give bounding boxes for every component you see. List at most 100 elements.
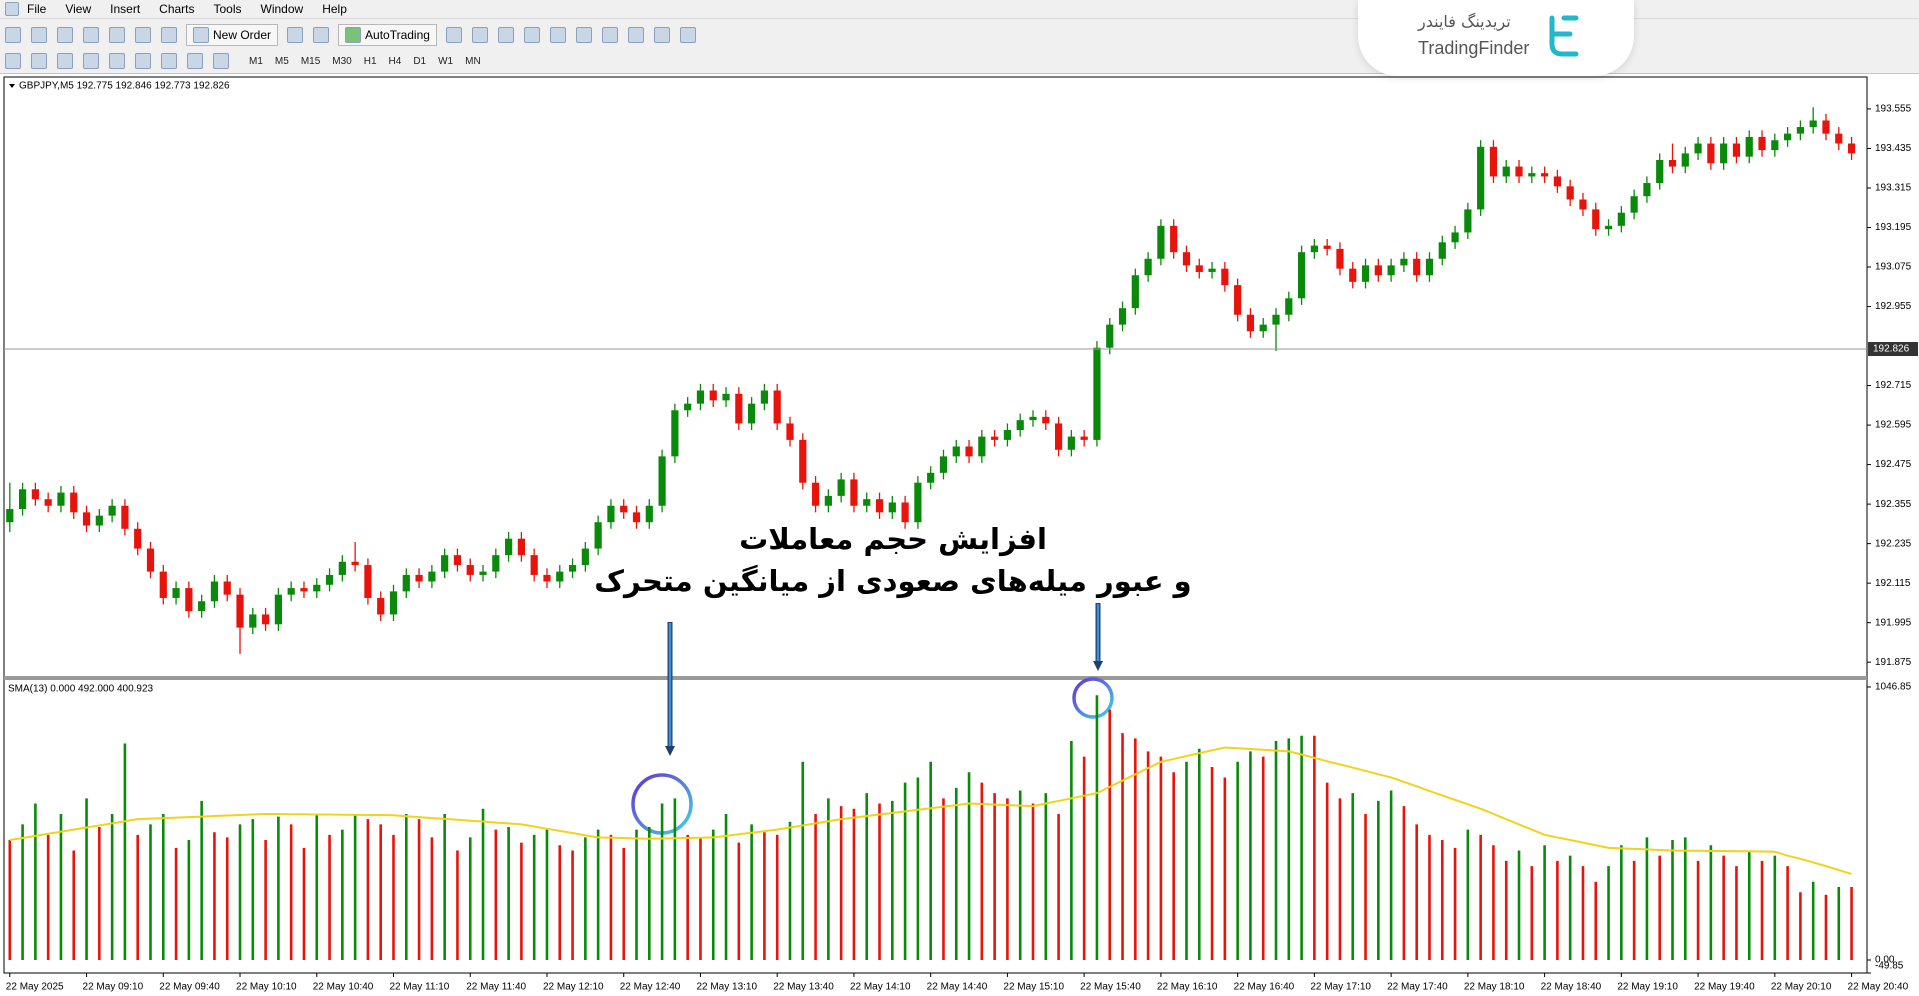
tool-button[interactable] [287, 26, 304, 43]
tool-button[interactable] [109, 53, 125, 69]
x-tick-label: 22 May 16:40 [1234, 982, 1295, 993]
tool-button[interactable] [5, 26, 21, 43]
x-tick-label: 22 May 11:40 [466, 982, 526, 993]
candle-body [543, 574, 551, 582]
panel-separator [4, 676, 1867, 680]
menu-item[interactable]: Tools [213, 2, 242, 16]
candle-body [6, 509, 14, 523]
tool-button[interactable] [445, 26, 462, 43]
tool-button[interactable] [83, 53, 99, 69]
candle-body [1847, 143, 1856, 154]
timeframe-button[interactable]: M1 [249, 55, 263, 67]
tool-button[interactable] [57, 26, 73, 43]
candle-body [377, 597, 385, 615]
candle-body [748, 403, 756, 424]
timeframe-button[interactable]: M5 [274, 55, 289, 67]
tool-button[interactable] [313, 26, 330, 43]
tool-button[interactable] [523, 26, 540, 43]
tool-button[interactable] [161, 53, 177, 69]
candle-body [18, 489, 27, 510]
new-order-button[interactable]: New Order [186, 23, 279, 46]
candle-body [581, 548, 589, 566]
candle-body [632, 512, 641, 523]
candle-body [313, 584, 321, 592]
tool-button[interactable] [83, 26, 99, 43]
candle-body [927, 472, 935, 483]
timeframe-button[interactable]: M15 [300, 55, 321, 67]
candle-body [1170, 225, 1178, 253]
app-icon [5, 2, 19, 16]
arrow-head [665, 746, 675, 756]
candle-body [1566, 186, 1574, 200]
tool-button[interactable] [135, 26, 151, 43]
candle-body [1016, 420, 1024, 431]
tool-button[interactable] [679, 26, 696, 43]
tool-button[interactable] [653, 26, 670, 43]
menu-item[interactable]: Insert [110, 2, 141, 16]
icon [193, 26, 209, 43]
annotation: افزایش حجم معاملات [739, 522, 1047, 556]
candle-body [1809, 120, 1817, 128]
candle-body [1592, 209, 1600, 230]
candle-body [530, 555, 538, 575]
tool-button[interactable] [627, 26, 644, 43]
candle-body [223, 581, 231, 595]
menu-item[interactable]: Window [260, 2, 304, 16]
logo-text-fa: تریدینگ فایندر [1418, 12, 1511, 31]
menu-item[interactable]: File [27, 2, 47, 16]
y-tick-label: 192.355 [1875, 499, 1912, 510]
candle-body [1745, 136, 1753, 157]
candle-body [671, 410, 679, 457]
menu-item[interactable]: Help [322, 2, 347, 16]
x-tick-label: 22 May 13:10 [696, 982, 757, 993]
candle-body [991, 436, 999, 440]
tool-button[interactable] [549, 26, 566, 43]
timeframe-button[interactable]: MN [465, 55, 481, 67]
tool-button[interactable] [213, 53, 229, 69]
tool-button[interactable] [109, 26, 125, 43]
candle-body [1835, 133, 1843, 144]
x-tick-label: 22 May 14:10 [850, 982, 911, 993]
y-tick-label: 193.435 [1875, 143, 1912, 154]
tool-button[interactable] [601, 26, 618, 43]
candle-body [479, 571, 487, 575]
indicator-title: SMA(13) 0.000 492.000 400.923 [8, 684, 154, 695]
autotrading-button[interactable]: AutoTrading [338, 23, 437, 46]
tool-button[interactable] [471, 26, 488, 43]
symbol-arrow [9, 84, 15, 88]
candle-body [338, 561, 346, 575]
candle-body [134, 528, 142, 549]
tool-button[interactable] [31, 26, 47, 43]
y-tick-label: 192.715 [1875, 380, 1912, 391]
timeframe-button[interactable]: M30 [332, 55, 352, 67]
tool-button[interactable] [497, 26, 514, 43]
x-tick-label: 22 May 17:10 [1310, 982, 1371, 993]
timeframe-button[interactable]: H1 [363, 55, 377, 67]
candle-body [1349, 268, 1357, 282]
x-tick-label: 22 May 15:40 [1080, 982, 1141, 993]
timeframe-button[interactable]: W1 [438, 55, 454, 67]
candle-body [172, 588, 180, 598]
candle-body [850, 479, 858, 506]
menu-item[interactable]: View [65, 2, 92, 16]
candle-body [1617, 212, 1625, 226]
menu-item[interactable]: Charts [159, 2, 195, 16]
tool-button[interactable] [161, 26, 177, 43]
tool-button[interactable] [5, 53, 21, 69]
y-tick-label: 192.955 [1875, 301, 1912, 312]
timeframe-button[interactable]: D1 [413, 55, 427, 67]
candle-body [441, 555, 449, 572]
candle-body [1707, 143, 1715, 164]
tool-button[interactable] [31, 53, 47, 69]
tool-button[interactable] [57, 53, 73, 69]
tool-button[interactable] [187, 53, 203, 69]
tool-button[interactable] [135, 53, 151, 69]
candle-body [1093, 347, 1101, 440]
candle-body [568, 565, 577, 572]
tool-button[interactable] [575, 26, 592, 43]
candle-body [824, 495, 832, 506]
timeframe-button[interactable]: H4 [388, 55, 402, 67]
candle-body [287, 588, 295, 595]
candle-body [696, 390, 705, 404]
candle-body [837, 479, 845, 496]
